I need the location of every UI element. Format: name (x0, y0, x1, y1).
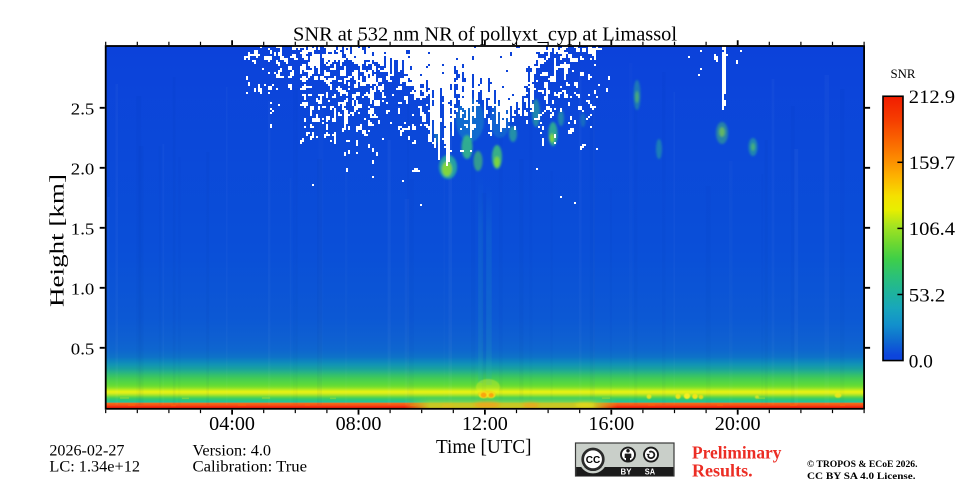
svg-text:SA: SA (645, 467, 655, 476)
svg-text:20:00: 20:00 (715, 414, 761, 435)
svg-text:1.0: 1.0 (71, 279, 95, 298)
svg-text:SNR: SNR (891, 67, 917, 81)
svg-text:2026-02-27: 2026-02-27 (49, 442, 124, 459)
svg-text:04:00: 04:00 (209, 414, 255, 435)
svg-text:106.4: 106.4 (909, 220, 955, 240)
svg-text:Time [UTC]: Time [UTC] (436, 437, 532, 458)
svg-text:2.0: 2.0 (71, 159, 95, 178)
svg-text:0.0: 0.0 (909, 352, 933, 372)
svg-text:Height [km]: Height [km] (48, 174, 69, 307)
svg-text:0.5: 0.5 (71, 339, 95, 358)
svg-text:© TROPOS & ECoE 2026.: © TROPOS & ECoE 2026. (807, 459, 918, 470)
svg-text:BY: BY (621, 467, 633, 476)
svg-text:SNR at 532 nm NR of pollyxt_cy: SNR at 532 nm NR of pollyxt_cyp at Limas… (293, 24, 677, 46)
svg-text:Calibration: True: Calibration: True (193, 459, 308, 476)
svg-text:Version: 4.0: Version: 4.0 (193, 442, 272, 459)
svg-text:1.5: 1.5 (71, 219, 95, 238)
svg-text:212.9: 212.9 (909, 88, 955, 108)
svg-text:CC: CC (586, 454, 601, 466)
svg-text:53.2: 53.2 (909, 286, 946, 306)
svg-text:Preliminary: Preliminary (692, 443, 781, 463)
svg-text:2.5: 2.5 (71, 99, 95, 118)
svg-text:CC BY SA 4.0 License.: CC BY SA 4.0 License. (807, 471, 916, 480)
svg-text:16:00: 16:00 (588, 414, 634, 435)
svg-text:08:00: 08:00 (336, 414, 382, 435)
svg-text:Results.: Results. (692, 461, 753, 480)
svg-text:12:00: 12:00 (462, 414, 508, 435)
svg-text:159.7: 159.7 (909, 154, 955, 174)
svg-text:LC: 1.34e+12: LC: 1.34e+12 (49, 459, 140, 476)
